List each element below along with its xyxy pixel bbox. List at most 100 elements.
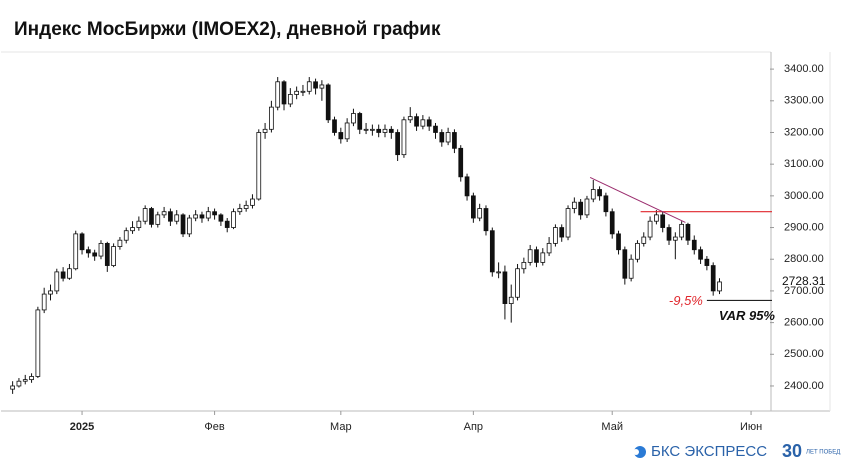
candle-body <box>363 128 369 131</box>
candle-body <box>609 211 615 235</box>
candle-body <box>262 128 268 133</box>
candle-body <box>35 309 41 377</box>
candle-body <box>433 125 438 133</box>
candle-body <box>231 211 236 228</box>
y-tick-label: 2900.00 <box>784 221 824 233</box>
candle-body <box>351 113 356 124</box>
candle-body <box>489 230 495 273</box>
candle-body <box>111 246 116 266</box>
candle-body <box>559 227 565 238</box>
candle-body <box>10 385 15 390</box>
x-tick-label: Фев <box>204 421 224 433</box>
candle-body <box>521 261 527 270</box>
y-tick-label: 3100.00 <box>784 158 824 170</box>
candle-body <box>477 208 483 219</box>
candle-body <box>357 113 363 130</box>
candle-body <box>67 268 72 279</box>
candle-body <box>287 94 293 105</box>
logo-dot <box>633 449 639 455</box>
candle-body <box>155 214 161 225</box>
candle-body <box>654 214 659 222</box>
candle-body <box>483 208 489 232</box>
candle-body <box>174 214 180 222</box>
candle-body <box>698 249 703 260</box>
candle-body <box>414 116 419 127</box>
candle-body <box>666 227 672 241</box>
candle-body <box>496 271 501 274</box>
candle-body <box>16 380 22 387</box>
candle-body <box>29 376 34 381</box>
candle-body <box>212 211 217 216</box>
candle-body <box>458 147 464 178</box>
candle-body <box>237 208 243 213</box>
candle-body <box>92 252 98 257</box>
candle-body <box>571 201 577 209</box>
candle-body <box>546 242 552 254</box>
candle-body <box>679 223 684 238</box>
candle-body <box>717 281 722 292</box>
candle-body <box>281 81 287 105</box>
candle-body <box>275 81 281 108</box>
y-tick-label: 3200.00 <box>784 126 824 138</box>
candle-body <box>60 271 66 279</box>
chart-title: Индекс МосБиржи (IMOEX2), дневной график <box>14 19 441 40</box>
candle-body <box>685 223 691 241</box>
candle-body <box>48 290 53 295</box>
y-tick-label: 3400.00 <box>784 63 824 75</box>
brand-logo <box>633 446 646 458</box>
candle-body <box>388 128 394 133</box>
x-tick-label: Май <box>601 421 623 433</box>
candle-body <box>603 195 609 213</box>
candle-body <box>98 242 104 257</box>
candle-body <box>325 84 331 121</box>
y-tick-label: 2800.00 <box>784 253 824 265</box>
candle-body <box>578 201 584 216</box>
candle-body <box>647 220 653 238</box>
candle-body <box>515 268 520 298</box>
var-caption: VAR 95% <box>719 308 776 323</box>
candle-body <box>540 252 546 263</box>
candle-body <box>527 249 533 263</box>
candle-body <box>168 211 173 222</box>
y-tick-label: 3300.00 <box>784 95 824 107</box>
candle-body <box>672 236 678 241</box>
candle-body <box>180 214 186 235</box>
candle-body <box>338 132 344 140</box>
candle-body <box>660 214 666 228</box>
candle-body <box>300 90 306 93</box>
x-tick-label: Мар <box>330 421 352 433</box>
candle-body <box>382 128 388 133</box>
y-tick-label: 2700.00 <box>784 285 824 297</box>
candle-body <box>401 119 407 156</box>
candle-body <box>306 81 312 92</box>
candle-body <box>464 176 470 197</box>
candle-body <box>370 128 375 131</box>
candle-body <box>41 293 47 311</box>
brand-badge: 30 <box>782 441 802 461</box>
candle-body <box>508 296 514 304</box>
x-tick-label: Июн <box>740 421 762 433</box>
logo-dot <box>634 446 646 458</box>
candle-body <box>218 214 224 222</box>
candle-body <box>641 236 647 244</box>
candle-body <box>407 116 413 121</box>
candle-body <box>199 214 205 219</box>
candle-body <box>635 242 640 260</box>
brand-badge-caption: ЛЕТ ПОБЕД <box>806 450 840 456</box>
candle-body <box>445 132 451 143</box>
y-tick-label: 2400.00 <box>784 380 824 392</box>
candle-body <box>590 189 596 200</box>
candle-body <box>395 132 400 156</box>
candle-body <box>73 233 79 270</box>
x-tick-label: Апр <box>464 421 483 433</box>
candle-body <box>691 239 697 251</box>
candle-body <box>704 258 710 266</box>
var-percent: -9,5% <box>669 293 703 308</box>
candle-body <box>376 128 382 133</box>
candle-body <box>452 132 457 149</box>
candle-body <box>224 220 230 228</box>
candle-body <box>628 258 634 279</box>
candle-body <box>616 233 621 251</box>
